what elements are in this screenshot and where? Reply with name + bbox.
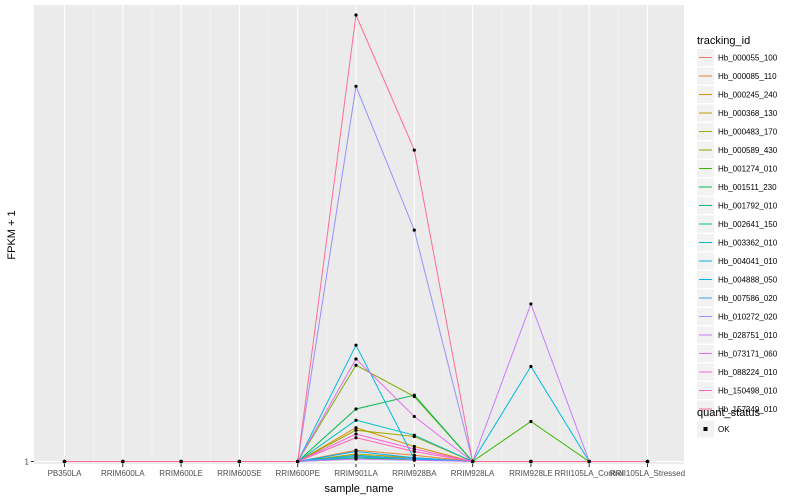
x-tick-label: RRIM600LE — [159, 469, 203, 478]
data-point — [354, 449, 358, 454]
legend-label: Hb_073171_060 — [718, 350, 778, 359]
legend-label: Hb_002641_150 — [718, 220, 778, 229]
x-tick-label: PB350LA — [48, 469, 82, 478]
data-point — [412, 148, 416, 152]
x-tick-label: RRIM600SE — [217, 469, 261, 478]
data-point — [529, 419, 533, 424]
data-point — [412, 449, 416, 454]
data-point — [121, 459, 125, 464]
data-point — [62, 459, 67, 464]
data-point — [179, 459, 183, 464]
x-tick-label: RRIM600LA — [101, 469, 145, 478]
legend-label: Hb_001274_010 — [718, 165, 778, 174]
data-point — [412, 393, 416, 397]
data-point — [354, 436, 358, 440]
legend-label: Hb_028751_010 — [718, 331, 778, 340]
data-point — [354, 426, 358, 430]
y-axis-title: FPKM + 1 — [6, 210, 18, 259]
legend-label: Hb_000055_100 — [718, 54, 778, 63]
shape-legend-marker — [703, 427, 708, 431]
legend-label: Hb_004041_010 — [718, 257, 778, 266]
legend-label: Hb_000085_110 — [718, 72, 777, 81]
data-point — [354, 432, 358, 436]
data-point — [412, 453, 416, 457]
legend-label: Hb_004888_050 — [718, 276, 778, 285]
data-point — [354, 418, 358, 422]
shape-legend-title: quant_status — [697, 407, 760, 419]
legend-label: Hb_000483_170 — [718, 128, 778, 137]
data-point — [354, 13, 358, 17]
legend-label: Hb_000245_240 — [718, 91, 778, 100]
x-tick-label: RRIM928LA — [451, 469, 495, 478]
data-point — [354, 428, 358, 432]
data-point — [412, 433, 416, 437]
legend-label: Hb_001511_230 — [718, 183, 777, 192]
shape-legend-items: OK — [697, 420, 730, 438]
legend: tracking_id Hb_000055_100Hb_000085_110Hb… — [697, 35, 778, 438]
data-point — [412, 414, 416, 419]
data-point — [354, 363, 358, 367]
legend-label: Hb_000368_130 — [718, 109, 778, 118]
legend-label: Hb_157349_010 — [718, 405, 778, 414]
legend-items: Hb_000055_100 Hb_000085_110 Hb_000245_240 H… — [697, 49, 778, 418]
data-point — [354, 343, 358, 347]
legend-label: Hb_001792_010 — [718, 202, 778, 211]
legend-label: Hb_010272_020 — [718, 313, 778, 322]
data-points — [62, 13, 650, 464]
x-tick-label: RRIM928BA — [392, 469, 437, 478]
y-tick-label: 1 — [25, 457, 30, 466]
data-point — [354, 407, 358, 411]
x-tick-label: RRII105LA_Stressed — [610, 469, 685, 478]
legend-label: Hb_088224_010 — [718, 368, 778, 377]
x-tick-label: RRII105LA_Control — [555, 469, 625, 478]
data-point — [645, 459, 650, 464]
data-point — [354, 454, 358, 459]
data-point — [354, 457, 358, 461]
legend-title: tracking_id — [697, 35, 750, 47]
data-point — [354, 84, 358, 88]
data-point — [412, 458, 416, 462]
x-tick-label: RRIM600PE — [275, 469, 319, 478]
x-axis: PB350LA RRIM600LA RRIM600LE RRIM600SE RRIM60… — [48, 464, 685, 478]
data-point — [354, 357, 358, 361]
legend-label: Hb_003362_010 — [718, 239, 778, 248]
legend-label: Hb_007586_020 — [718, 294, 778, 303]
data-point — [412, 228, 416, 232]
data-point — [237, 459, 241, 464]
legend-label: Hb_000589_430 — [718, 146, 778, 155]
data-point — [412, 444, 416, 449]
data-point — [412, 447, 416, 451]
data-point — [587, 459, 591, 464]
data-point — [529, 364, 533, 369]
plot-panel — [34, 5, 684, 464]
data-point — [529, 302, 533, 306]
y-axis: 1 — [25, 457, 34, 466]
legend-label: Hb_150498_010 — [718, 387, 778, 396]
data-point — [296, 459, 300, 464]
shape-legend-label: OK — [718, 425, 730, 434]
x-axis-title: sample_name — [324, 483, 393, 495]
x-tick-label: RRIM928LE — [509, 469, 553, 478]
data-point — [471, 459, 475, 464]
data-point — [529, 459, 533, 464]
x-tick-label: RRIM901LA — [334, 469, 378, 478]
